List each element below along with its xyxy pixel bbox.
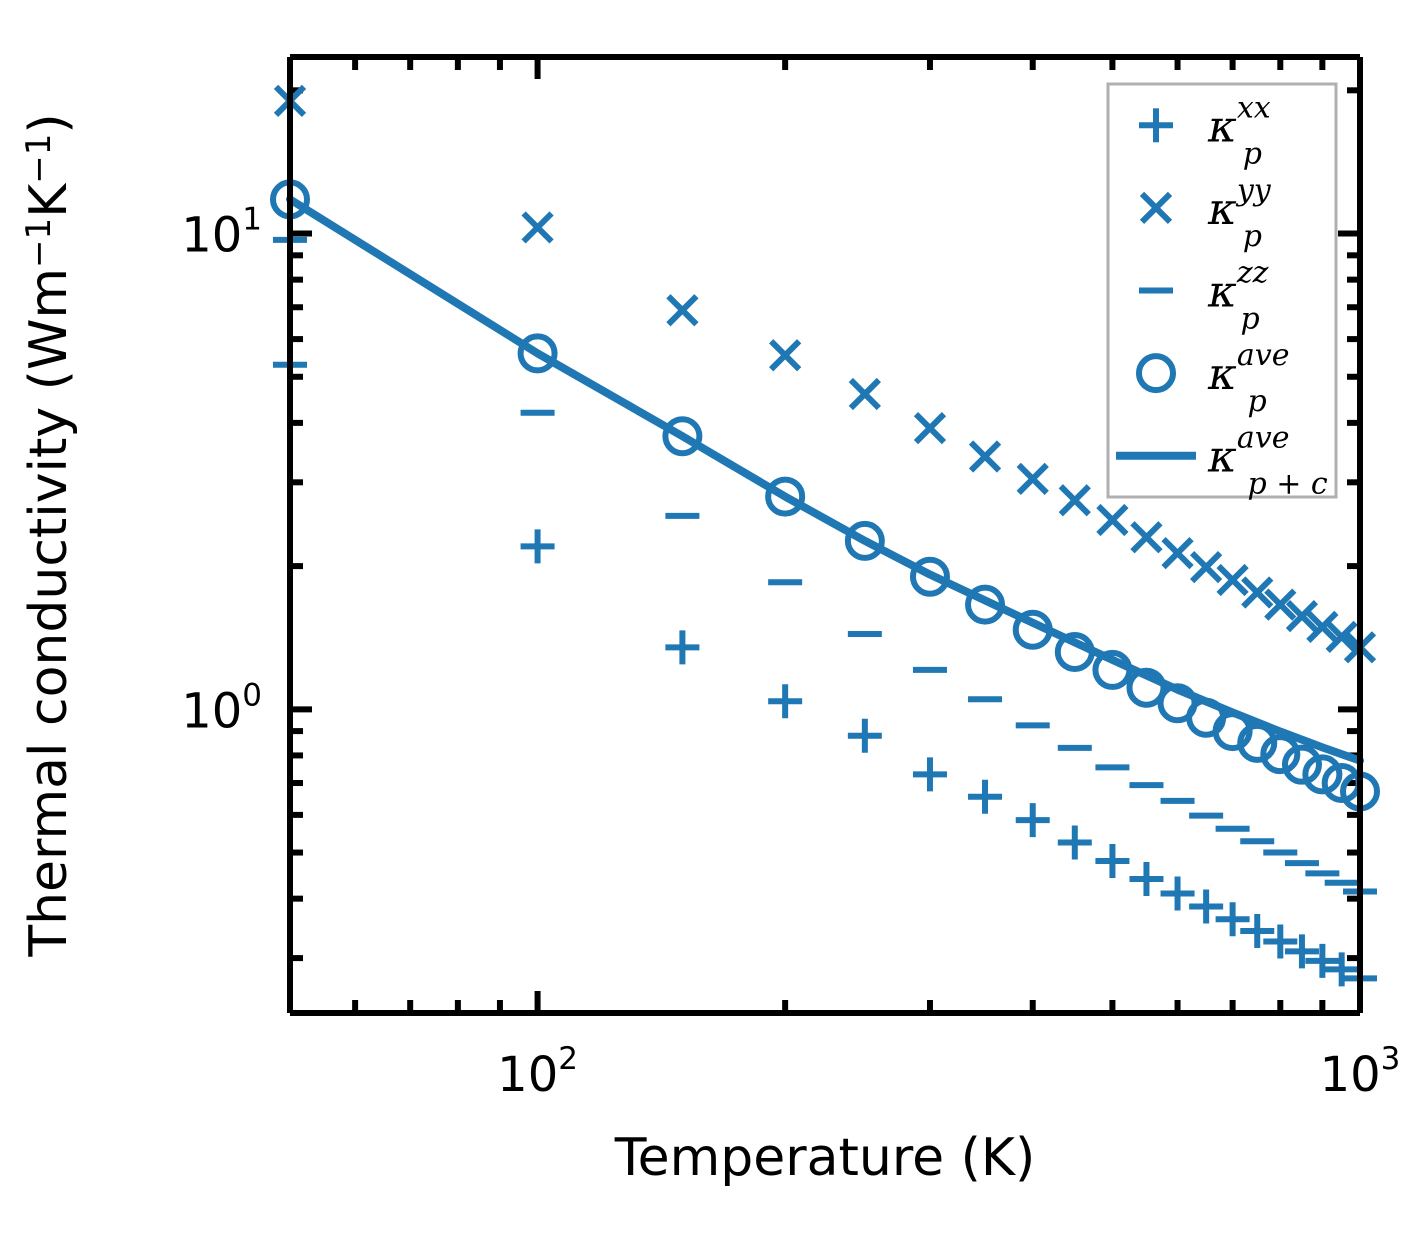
marker-cross (769, 339, 802, 372)
legend-entry-label: κave p + c (1207, 421, 1328, 502)
legend-entry-label: κyy p (1207, 173, 1272, 254)
svg-text:Thermal conductivity (Wm−1K−1): Thermal conductivity (Wm−1K−1) (19, 113, 79, 957)
series-kappa_p^zz (273, 236, 1377, 895)
y-tick-label: 100 (181, 677, 262, 739)
legend-entry-0[interactable]: κxx p (1139, 90, 1271, 171)
marker-cross (1130, 521, 1163, 554)
x-tick-label: 102 (497, 1041, 578, 1103)
y-axis-label-end: ) (19, 113, 79, 133)
marker-cross (1241, 576, 1274, 609)
y-axis-label: Thermal conductivity (Wm−1K−1) (19, 113, 79, 957)
y-axis-label-sup1: −1 (19, 218, 59, 268)
marker-circle (765, 476, 806, 517)
series-kappa_p^yy (273, 84, 1377, 664)
marker-cross (968, 440, 1002, 473)
legend-entry-label: κzz p (1207, 256, 1269, 337)
marker-cross (1161, 536, 1194, 570)
y-axis-label-text: Thermal conductivity (Wm (19, 268, 79, 958)
y-tick-label: 101 (181, 202, 262, 264)
data-series-layer (270, 84, 1380, 996)
marker-circle (1126, 667, 1167, 708)
x-axis-label: Temperature (K) (614, 1128, 1036, 1188)
legend-entry-4[interactable]: κave p + c (1116, 421, 1328, 502)
marker-circle (909, 556, 950, 597)
marker-circle (1281, 744, 1322, 785)
marker-cross (1058, 484, 1091, 517)
marker-circle (662, 416, 703, 457)
legend-entry-2[interactable]: κzz p (1139, 256, 1269, 337)
y-axis-label-mid: K (19, 182, 79, 218)
marker-circle (1260, 734, 1301, 775)
marker-cross (1139, 191, 1173, 225)
marker-cross (848, 377, 881, 411)
axes-spines (287, 54, 1363, 1016)
legend-entry-label: κave p (1207, 338, 1289, 419)
marker-cross (1325, 620, 1358, 653)
y-axis-label-sup2: −1 (19, 134, 59, 184)
marker-cross (1096, 503, 1129, 537)
marker-circle (1136, 353, 1176, 394)
marker-cross (1264, 588, 1297, 621)
marker-circle (517, 333, 558, 374)
x-tick-label: 103 (1320, 1041, 1401, 1103)
legend-entry-1[interactable]: κyy p (1139, 173, 1272, 254)
series-kappa_p+c^ave (286, 195, 1364, 765)
marker-cross (521, 211, 554, 244)
marker-cross (666, 294, 699, 327)
marker-cross (1190, 551, 1223, 584)
marker-cross (1216, 563, 1249, 597)
marker-circle (1302, 754, 1343, 795)
series-line-path (286, 195, 1364, 765)
axis-tick-labels-layer: 102 103 101 100 (181, 202, 1400, 1103)
legend-entry-3[interactable]: κave p (1136, 338, 1289, 419)
marker-cross (913, 411, 947, 445)
marker-cross (1306, 610, 1339, 644)
marker-cross (1016, 462, 1049, 496)
marker-cross (1285, 599, 1319, 633)
marker-circle (844, 520, 885, 561)
legend-entry-label: κxx p (1207, 90, 1271, 171)
